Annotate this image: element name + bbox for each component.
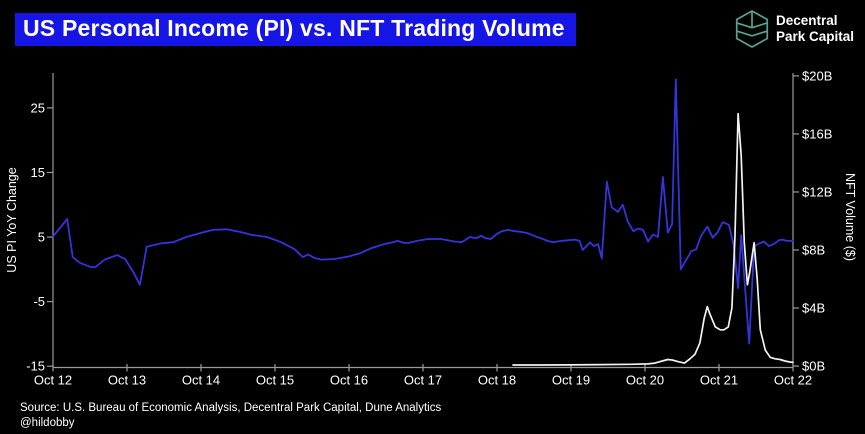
x-axis-tick-label: Oct 15 — [256, 373, 294, 388]
left-axis-tick-label: 25 — [31, 100, 45, 115]
x-axis-tick-label: Oct 20 — [626, 373, 664, 388]
hexagon-leaf-icon — [735, 10, 769, 48]
x-axis-tick-label: Oct 16 — [330, 373, 368, 388]
x-axis-tick-label: Oct 18 — [478, 373, 516, 388]
logo-text-line2: Park Capital — [775, 29, 854, 44]
right-axis-tick-label: $12B — [802, 184, 832, 199]
right-axis-tick-label: $16B — [802, 126, 832, 141]
logo-text: Decentral Park Capital — [776, 13, 854, 45]
x-axis-tick-label: Oct 17 — [404, 373, 442, 388]
nft-volume-line — [512, 112, 794, 366]
pi-yoy-line — [52, 78, 794, 345]
x-axis-tick-label: Oct 13 — [108, 373, 146, 388]
right-axis-tick-label: $20B — [802, 68, 832, 83]
x-axis-tick-label: Oct 19 — [552, 373, 590, 388]
left-axis-tick-label: 15 — [31, 165, 45, 180]
left-axis-title: US PI YoY Change — [5, 167, 19, 272]
left-axis-tick-label: 5 — [38, 230, 45, 245]
x-axis-tick-label: Oct 14 — [182, 373, 220, 388]
brand-logo: Decentral Park Capital — [735, 10, 854, 48]
right-axis-tick-label: $0B — [802, 359, 825, 374]
right-axis-title: NFT Volume ($) — [843, 173, 857, 261]
source-text: Source: U.S. Bureau of Economic Analysis… — [20, 402, 442, 414]
right-axis-tick-label: $4B — [802, 301, 825, 316]
source-attribution: Source: U.S. Bureau of Economic Analysis… — [20, 401, 441, 431]
page-title: US Personal Income (PI) vs. NFT Trading … — [15, 13, 576, 46]
author-handle: @hildobby — [20, 417, 75, 430]
left-axis-tick-label: -5 — [33, 294, 45, 309]
x-axis-tick-label: Oct 12 — [34, 373, 72, 388]
left-axis-tick-label: -15 — [26, 359, 45, 374]
axis-spines — [52, 73, 794, 369]
logo-text-line1: Decentral — [775, 13, 838, 29]
x-axis-tick-label: Oct 21 — [700, 373, 738, 388]
right-axis-tick-label: $8B — [802, 242, 825, 257]
x-axis-tick-label: Oct 22 — [774, 373, 812, 388]
